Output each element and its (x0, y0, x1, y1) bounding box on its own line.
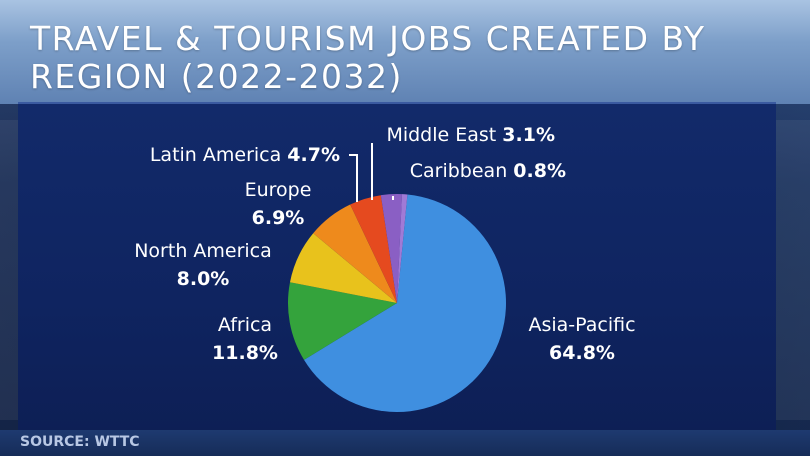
label-caribbean: Caribbean 0.8% (410, 160, 566, 182)
pie-slice-caribbean (397, 194, 408, 303)
value-caribbean: 0.8% (513, 160, 566, 182)
source-note: SOURCE: WTTC (20, 434, 140, 450)
label-africa: Africa (218, 314, 272, 336)
title-band (0, 0, 810, 104)
value-asia-pacific: 64.8% (549, 342, 615, 364)
pie-slice-middle-east (380, 194, 402, 303)
value-europe: 6.9% (252, 207, 305, 229)
value-north-america: 8.0% (177, 268, 230, 290)
background-stripe (776, 120, 810, 420)
value-middle-east: 3.1% (502, 124, 555, 146)
label-latin-america: Latin America 4.7% (150, 144, 340, 166)
pie-slice-latin-america (350, 195, 397, 303)
value-africa: 11.8% (212, 342, 278, 364)
label-asia-pacific: Asia-Pacific (528, 314, 635, 336)
label-north-america: North America (134, 240, 272, 262)
background-stripe (0, 120, 18, 420)
chart-title: TRAVEL & TOURISM JOBS CREATED BY REGION … (30, 19, 706, 96)
label-middle-east: Middle East 3.1% (386, 124, 555, 146)
pie-slices (287, 194, 507, 413)
slice-labels: Asia-Pacific 64.8% Africa 11.8% North Americ… (134, 124, 635, 364)
leader-lines (349, 143, 394, 202)
footer-band (0, 430, 810, 456)
label-europe: Europe (245, 179, 312, 201)
pie-slice-europe (313, 204, 397, 303)
leader-line-latin-america (349, 154, 358, 202)
pie-slice-north-america (289, 233, 397, 303)
pie-slice-asia-pacific (304, 194, 507, 413)
pie-slice-africa (287, 282, 397, 360)
value-latin-america: 4.7% (287, 144, 340, 166)
